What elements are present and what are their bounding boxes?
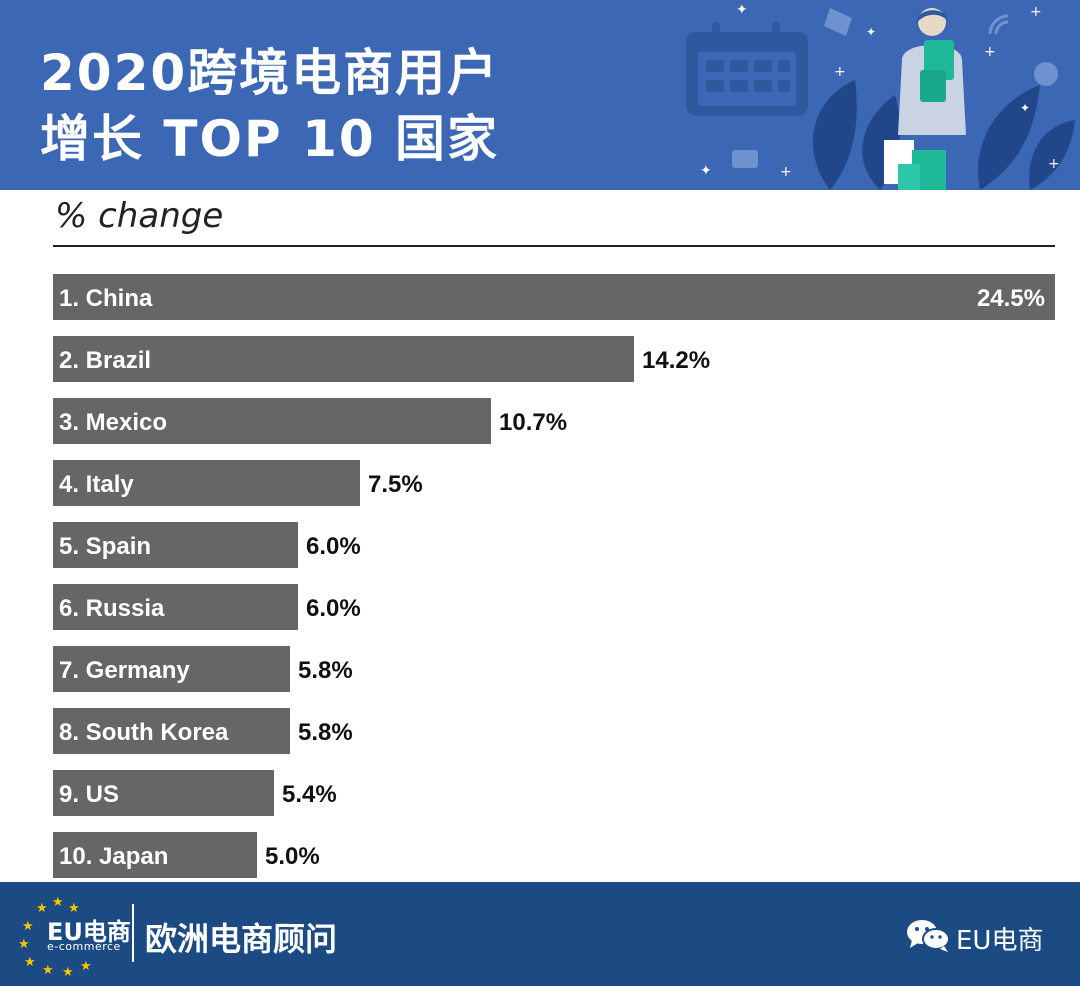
category-label-2: 2. Brazil	[59, 347, 151, 374]
svg-text:+: +	[834, 64, 846, 80]
page-title: 2020跨境电商用户 增长 TOP 10 国家	[40, 40, 499, 172]
chart-subtitle: % change	[55, 196, 224, 236]
bar-7	[53, 646, 290, 692]
bar-6	[53, 584, 298, 630]
value-label-6: 6.0%	[306, 595, 361, 622]
svg-text:★: ★	[18, 937, 30, 952]
bar-chart: 1. China 24.5% 2. Brazil 14.2% 3. Mexico 10.7…	[53, 274, 1055, 878]
category-label-8: 8. South Korea	[59, 719, 229, 746]
ecommerce-illustration: ✦ ✦ + + ✦ + ✦ + +	[686, 2, 1075, 190]
title-line-1: 2020跨境电商用户	[40, 44, 500, 102]
logo-text: EU电商	[47, 918, 131, 946]
svg-text:★: ★	[52, 896, 64, 910]
category-label-4: 4. Italy	[59, 471, 134, 498]
svg-text:★: ★	[36, 901, 48, 916]
value-label-10: 5.0%	[265, 843, 320, 870]
category-label-1: 1. China	[59, 285, 153, 312]
svg-text:✦: ✦	[700, 163, 712, 179]
category-label-10: 10. Japan	[59, 843, 168, 870]
value-label-2: 14.2%	[642, 347, 710, 374]
svg-text:★: ★	[22, 919, 34, 934]
category-label-3: 3. Mexico	[59, 409, 167, 436]
svg-text:✦: ✦	[1020, 101, 1030, 115]
category-label-5: 5. Spain	[59, 533, 151, 560]
calendar-icon	[686, 22, 808, 116]
category-label-6: 6. Russia	[59, 595, 165, 622]
value-label-1: 24.5%	[977, 285, 1045, 312]
wechat-account-label: EU电商	[956, 926, 1044, 956]
svg-text:★: ★	[24, 955, 36, 970]
bar-10	[53, 832, 257, 878]
subtitle-rule	[53, 245, 1055, 247]
eu-stars-logo-icon: ★ ★ ★ ★★ ★★ ★ ★	[18, 896, 92, 976]
category-label-7: 7. Germany	[59, 657, 190, 684]
shopper-figure	[884, 8, 966, 190]
value-label-5: 6.0%	[306, 533, 361, 560]
bar-1	[53, 274, 1055, 320]
svg-text:+: +	[1048, 156, 1060, 172]
value-label-4: 7.5%	[368, 471, 423, 498]
value-label-3: 10.7%	[499, 409, 567, 436]
svg-text:★: ★	[68, 901, 80, 916]
svg-text:★: ★	[80, 959, 92, 974]
bar-9	[53, 770, 274, 816]
logo-subtext: e-commerce	[47, 940, 121, 953]
title-line-2: 增长 TOP 10 国家	[40, 110, 500, 168]
bar-2	[53, 336, 634, 382]
wechat-icon	[907, 920, 950, 952]
header-banner: 2020跨境电商用户 增长 TOP 10 国家	[0, 0, 1080, 190]
bar-5	[53, 522, 298, 568]
brand-name: 欧洲电商顾问	[145, 920, 338, 958]
bar-4	[53, 460, 360, 506]
svg-text:✦: ✦	[866, 25, 876, 39]
svg-text:★: ★	[62, 965, 74, 976]
svg-text:+: +	[780, 164, 792, 180]
value-label-8: 5.8%	[298, 719, 353, 746]
svg-text:+: +	[1030, 4, 1042, 20]
footer-bar: ★ ★ ★ ★ ★ ★ ★ ★ ★ EU电商 e-commerce 欧洲电商顾问 EU电商	[0, 882, 1080, 986]
footer-divider	[132, 904, 134, 962]
bar-8	[53, 708, 290, 754]
category-label-9: 9. US	[59, 781, 119, 808]
value-label-7: 5.8%	[298, 657, 353, 684]
bar-3	[53, 398, 491, 444]
value-label-9: 5.4%	[282, 781, 337, 808]
svg-text:★: ★	[42, 963, 54, 976]
svg-text:✦: ✦	[736, 2, 748, 18]
svg-text:+: +	[984, 44, 996, 60]
